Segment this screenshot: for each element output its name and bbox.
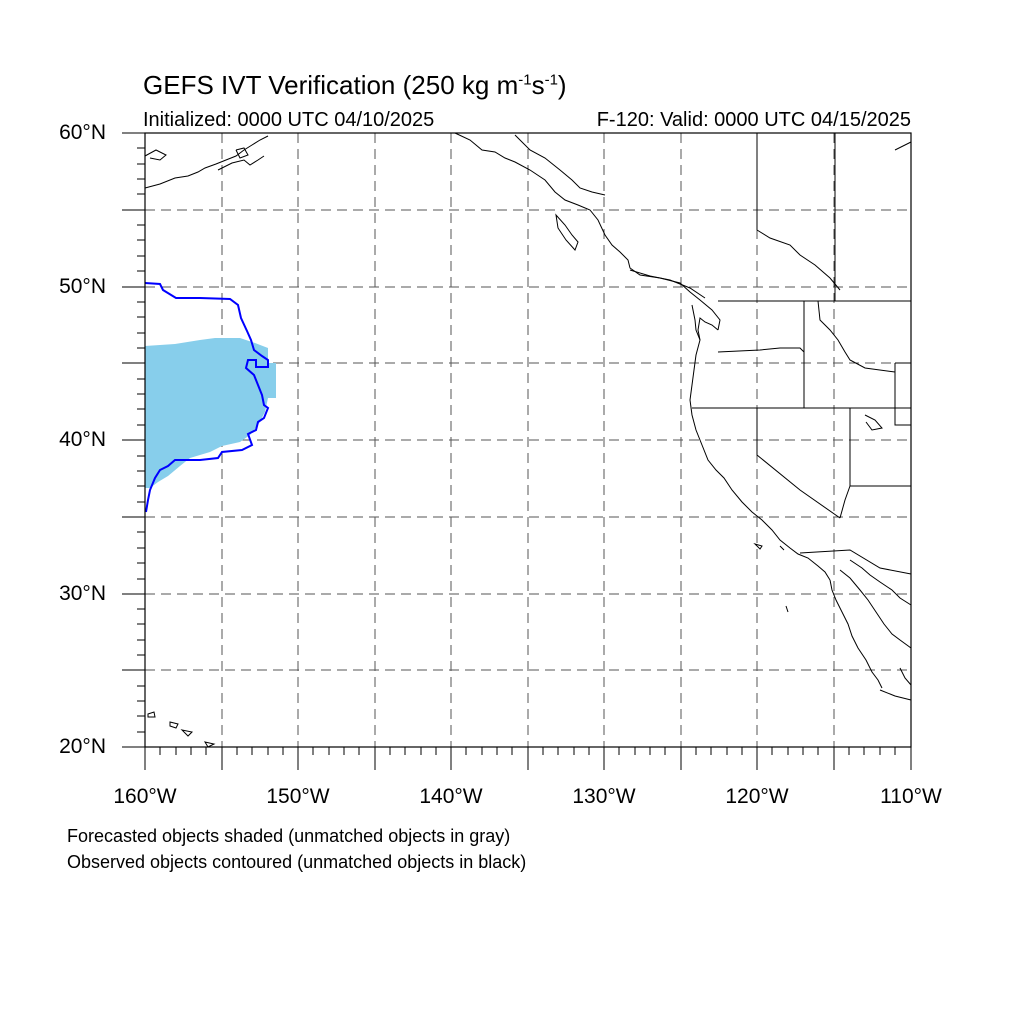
lon-label-110w: 110°W [880, 785, 942, 808]
lat-label-20n: 20°N [59, 735, 106, 758]
forecast-object [145, 338, 276, 488]
gridlines [145, 133, 911, 747]
observed-caption: Observed objects contoured (unmatched ob… [67, 852, 527, 872]
lon-label-130w: 130°W [572, 785, 636, 808]
map-title: GEFS IVT Verification (250 kg m-1s-1) [143, 70, 567, 100]
lon-ticks [144, 747, 912, 770]
lat-label-30n: 30°N [59, 582, 106, 605]
lat-ticks [122, 132, 145, 748]
init-time-label: Initialized: 0000 UTC 04/10/2025 [143, 109, 435, 131]
lat-label-40n: 40°N [59, 428, 106, 451]
lon-label-160w: 160°W [113, 785, 177, 808]
coastlines [144, 132, 912, 748]
lat-label-60n: 60°N [59, 121, 106, 144]
lon-label-120w: 120°W [725, 785, 789, 808]
forecast-caption: Forecasted objects shaded (unmatched obj… [67, 826, 511, 846]
lon-label-140w: 140°W [419, 785, 483, 808]
observed-object-contour [144, 282, 270, 513]
valid-time-label: F-120: Valid: 0000 UTC 04/15/2025 [596, 109, 911, 131]
lat-label-50n: 50°N [59, 275, 106, 298]
lon-label-150w: 150°W [266, 785, 330, 808]
